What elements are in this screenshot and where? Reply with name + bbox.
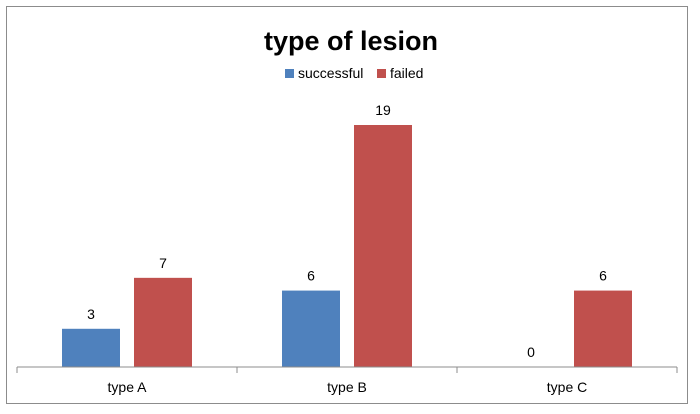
data-label-successful-type-b: 6 xyxy=(307,268,315,284)
legend-swatch-successful xyxy=(285,69,294,78)
bar-successful-type-b xyxy=(282,290,340,367)
bar-chart: type of lesion successful failed 3761906 … xyxy=(16,26,678,395)
data-label-failed-type-c: 6 xyxy=(599,268,607,284)
x-tick-label-type-b: type B xyxy=(327,379,367,395)
x-axis-ticks: type A type B type C xyxy=(16,367,678,395)
x-tick-label-type-c: type C xyxy=(547,379,587,395)
data-label-failed-type-b: 19 xyxy=(375,102,391,118)
chart-frame: type of lesion successful failed 3 7 6 19 0 6 … xyxy=(6,6,688,404)
bar-failed-type-c xyxy=(574,290,632,367)
bar-successful-type-a xyxy=(62,328,120,367)
data-label-successful-type-c: 0 xyxy=(527,344,535,360)
bars-group: 3 7 6 19 0 6 xyxy=(62,102,632,367)
chart-legend: successful failed xyxy=(285,65,423,81)
x-tick-label-type-a: type A xyxy=(108,379,148,395)
legend-label-successful: successful xyxy=(298,65,363,81)
bar-failed-type-b xyxy=(354,125,412,367)
legend-label-failed: failed xyxy=(390,65,423,81)
data-label-failed-type-a: 7 xyxy=(159,255,167,271)
data-label-successful-type-a: 3 xyxy=(87,306,95,322)
bar-failed-type-a xyxy=(134,277,192,367)
legend-swatch-failed xyxy=(377,69,386,78)
chart-title: type of lesion xyxy=(264,26,438,56)
